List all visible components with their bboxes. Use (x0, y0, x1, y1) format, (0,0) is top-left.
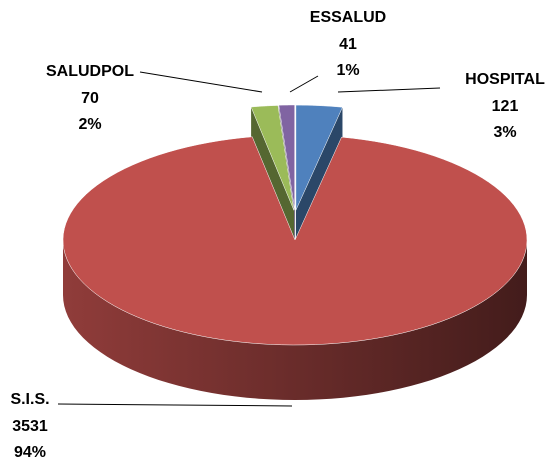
labels: HOSPITAL 121 3% S.I.S. 3531 94% SALUDPOL 70 2% ES… (10, 9, 545, 460)
slice-wall (63, 240, 527, 400)
slice (278, 104, 295, 211)
slice-percent: 2% (78, 116, 101, 133)
slice-percent: 1% (336, 62, 359, 79)
slice-label: ESSALUD (310, 9, 386, 26)
leader-line (337, 87, 441, 93)
slice (295, 104, 343, 211)
slice-value: 70 (81, 90, 99, 107)
pie (62, 104, 528, 400)
slice-value: 121 (492, 98, 519, 115)
slice-percent: 3% (493, 124, 516, 141)
leader-line (139, 71, 263, 93)
slice-label: HOSPITAL (465, 71, 545, 88)
slice-label: SALUDPOL (46, 63, 134, 80)
slice-label: S.I.S. (10, 391, 49, 408)
slice (250, 105, 295, 211)
slice-value: 3531 (12, 418, 48, 435)
leader-line (57, 403, 293, 407)
slice-value: 41 (339, 36, 357, 53)
slice (62, 136, 528, 346)
leader-line (289, 75, 319, 93)
slice-percent: 94% (14, 444, 46, 460)
